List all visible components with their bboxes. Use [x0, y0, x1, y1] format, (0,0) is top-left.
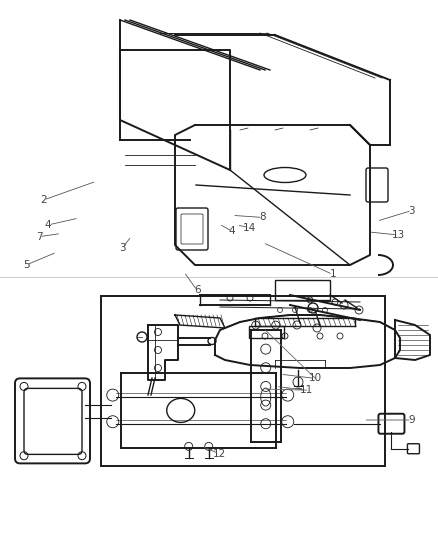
- Text: 7: 7: [36, 232, 43, 241]
- Text: 1: 1: [329, 270, 336, 279]
- Text: 3: 3: [119, 243, 126, 253]
- Text: 4: 4: [229, 227, 236, 236]
- Text: 13: 13: [392, 230, 405, 240]
- Text: 5: 5: [23, 260, 30, 270]
- Bar: [275, 280, 330, 300]
- Text: 12: 12: [212, 449, 226, 458]
- Bar: [249, 326, 284, 338]
- Text: 4: 4: [45, 220, 52, 230]
- Text: 10: 10: [309, 374, 322, 383]
- Text: 14: 14: [243, 223, 256, 232]
- Text: 3: 3: [408, 206, 415, 215]
- Text: 2: 2: [40, 195, 47, 205]
- Text: 6: 6: [194, 286, 201, 295]
- Text: 9: 9: [408, 415, 415, 425]
- Text: 8: 8: [259, 213, 266, 222]
- Bar: [101, 296, 385, 466]
- Text: 11: 11: [300, 385, 313, 395]
